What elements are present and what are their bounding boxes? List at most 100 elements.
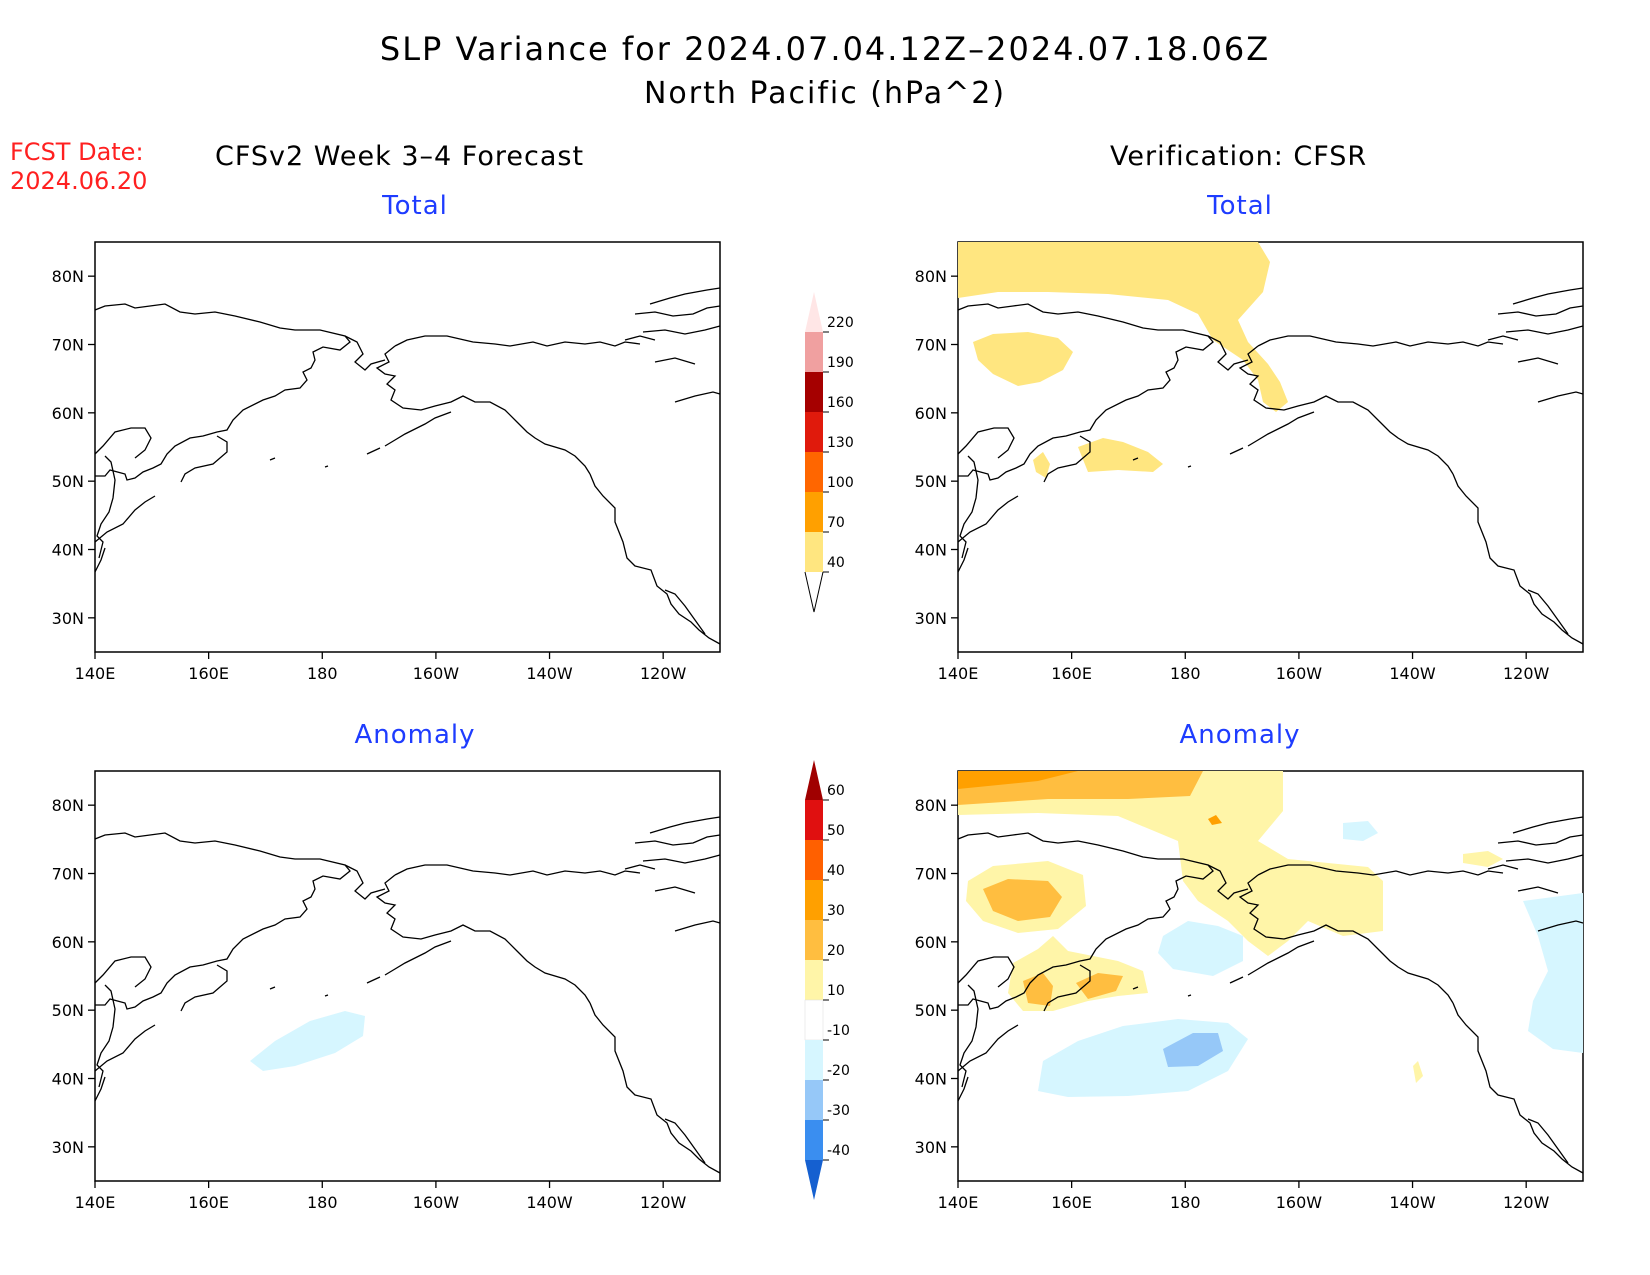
colorbar-label: 100 — [827, 475, 854, 491]
lon-tick-label: 140W — [1389, 1193, 1436, 1212]
lon-tick-label: 160E — [1051, 1193, 1092, 1212]
lon-tick-label: 140E — [75, 1193, 116, 1212]
lat-tick-label: 80N — [915, 267, 947, 286]
lat-tick-label: 50N — [52, 1001, 84, 1020]
anomaly-contour-positive — [1463, 851, 1503, 867]
colorbar-segment — [805, 800, 823, 840]
anomaly-contour-positive — [958, 771, 1383, 956]
forecast-anomaly-map — [94, 770, 721, 1182]
variance-contour-40 — [973, 332, 1073, 386]
colorbar-label: 60 — [827, 783, 845, 799]
colorbar-segment — [805, 532, 823, 572]
left-column-title: CFSv2 Week 3–4 Forecast — [215, 141, 585, 172]
colorbar-label: -30 — [827, 1103, 850, 1119]
anomaly-contour-negative — [1158, 921, 1243, 976]
colorbar-label: -20 — [827, 1063, 850, 1079]
forecast-total-map — [94, 241, 721, 653]
lon-tick-label: 160W — [1276, 664, 1323, 683]
colorbar-segment — [805, 412, 823, 452]
lat-tick-label: 40N — [52, 541, 84, 560]
anomaly-contour-positive — [958, 771, 1078, 789]
colorbar-label: -40 — [827, 1143, 850, 1159]
colorbar-segment — [804, 999, 824, 1041]
lon-tick-label: 140W — [1389, 664, 1436, 683]
verification-anomaly-map — [957, 770, 1584, 1182]
lon-tick-label: 160W — [413, 1193, 460, 1212]
lon-tick-label: 140E — [938, 1193, 979, 1212]
anomaly-contour-positive — [983, 879, 1062, 921]
axes-layer: 140E 160E 180 160W 140W 120W 80N 70N 60N 50N 40N 30… — [52, 267, 1550, 1212]
lon-tick-label: 180 — [307, 664, 338, 683]
anomaly-contour-negative — [1343, 821, 1378, 841]
anomaly-colorbar: 60 50 40 30 20 10 -10 -20 -30 -40 — [804, 760, 850, 1200]
lon-tick-label: 140E — [75, 664, 116, 683]
lon-tick-label: 180 — [1170, 664, 1201, 683]
lon-tick-label: 120W — [640, 1193, 687, 1212]
total-colorbar: 220 190 160 130 100 70 40 — [804, 292, 854, 613]
lon-tick-label: 120W — [1503, 664, 1550, 683]
lon-tick-label: 140W — [526, 664, 573, 683]
lat-tick-label: 80N — [915, 796, 947, 815]
lon-tick-label: 160E — [1051, 664, 1092, 683]
lat-tick-label: 50N — [52, 472, 84, 491]
colorbar-segment — [805, 1040, 823, 1080]
colorbar-tail — [804, 571, 824, 613]
fcst-date-label: FCST Date: — [10, 138, 144, 166]
lat-tick-label: 60N — [52, 404, 84, 423]
colorbar-segment — [805, 760, 823, 800]
lon-tick-label: 160E — [188, 664, 229, 683]
lat-tick-label: 50N — [915, 1001, 947, 1020]
colorbar-label: 50 — [827, 823, 845, 839]
lat-tick-label: 60N — [915, 933, 947, 952]
colorbar-segment — [805, 960, 823, 1000]
lat-tick-label: 40N — [52, 1070, 84, 1089]
lon-tick-label: 120W — [640, 664, 687, 683]
colorbar-label: 40 — [827, 863, 845, 879]
lon-tick-label: 180 — [307, 1193, 338, 1212]
colorbar-segment — [805, 292, 823, 332]
anomaly-contour-negative — [1523, 893, 1583, 1053]
colorbar-label: 160 — [827, 395, 854, 411]
lat-tick-label: 60N — [52, 933, 84, 952]
colorbar-label: 190 — [827, 355, 854, 371]
colorbar-segment — [805, 452, 823, 492]
anomaly-contour-negative — [1163, 1033, 1223, 1067]
lon-tick-label: 140W — [526, 1193, 573, 1212]
lon-tick-label: 180 — [1170, 1193, 1201, 1212]
lat-tick-label: 80N — [52, 796, 84, 815]
verification-anomaly-label: Anomaly — [1179, 720, 1301, 750]
lat-tick-label: 80N — [52, 267, 84, 286]
fcst-date-value: 2024.06.20 — [10, 167, 148, 195]
anomaly-contour-positive — [1023, 973, 1053, 1006]
verification-total-map — [957, 241, 1584, 653]
colorbar-segment — [805, 492, 823, 532]
colorbar-segment — [805, 372, 823, 412]
colorbar-segment — [805, 1080, 823, 1120]
lon-tick-label: 160W — [413, 664, 460, 683]
lat-tick-label: 40N — [915, 1070, 947, 1089]
colorbar-label: 70 — [827, 515, 845, 531]
lat-tick-label: 60N — [915, 404, 947, 423]
verification-total-label: Total — [1207, 191, 1273, 221]
forecast-total-label: Total — [382, 191, 448, 221]
colorbar-label: 10 — [827, 983, 845, 999]
colorbar-segment — [805, 1160, 823, 1200]
colorbar-label: -10 — [827, 1023, 850, 1039]
colorbar-segment — [805, 880, 823, 920]
main-subtitle: North Pacific (hPa^2) — [643, 76, 1007, 111]
lat-tick-label: 70N — [52, 865, 84, 884]
lat-tick-label: 70N — [915, 865, 947, 884]
anomaly-contour-positive — [1208, 815, 1222, 825]
main-title: SLP Variance for 2024.07.04.12Z–2024.07.… — [379, 30, 1271, 68]
lat-tick-label: 50N — [915, 472, 947, 491]
variance-contour-40 — [1033, 452, 1050, 478]
fcst-date: FCST Date: 2024.06.20 — [10, 138, 147, 196]
anomaly-contour-positive — [1413, 1061, 1423, 1083]
colorbar-segment — [805, 332, 823, 372]
forecast-anomaly-label: Anomaly — [354, 720, 476, 750]
variance-contour-40 — [1078, 438, 1163, 472]
anomaly-contour-positive — [1076, 973, 1123, 999]
lat-tick-label: 30N — [52, 1138, 84, 1157]
right-column-title: Verification: CFSR — [1110, 141, 1368, 172]
